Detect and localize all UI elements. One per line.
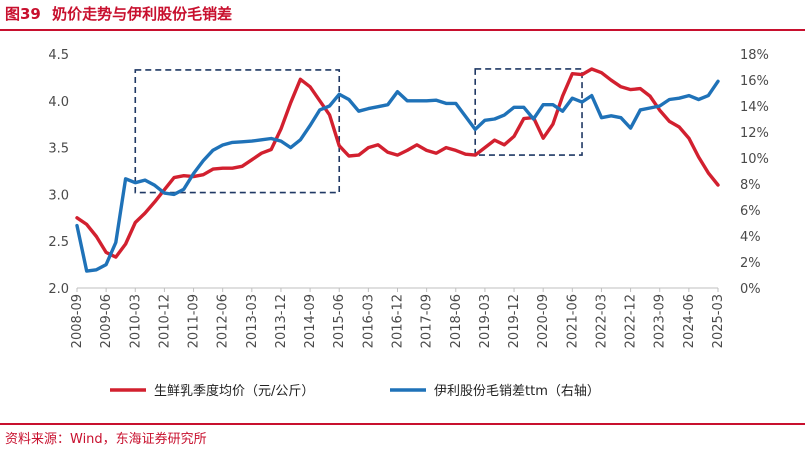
series-layer	[75, 67, 720, 273]
x-tick-label: 2010-12	[157, 294, 172, 348]
x-tick-label: 2024-06	[682, 294, 697, 348]
x-tick-label: 2012-06	[216, 294, 231, 348]
figure-number: 图39	[5, 5, 41, 23]
x-tick-label: 2020-09	[536, 294, 551, 348]
y-right-tick-label: 0%	[740, 282, 761, 297]
axes-layer: 2.0 2.5 3.0 3.5 4.0 4.5 0% 2% 4% 6% 8% 10% 12% 14% 16%…	[48, 48, 769, 348]
x-tick-label: 2022-03	[594, 294, 609, 348]
figure-title: 奶价走势与伊利股份毛销差	[52, 5, 233, 23]
x-tick-label: 2019-03	[478, 294, 493, 348]
annotation-layer	[134, 68, 583, 194]
chart-canvas: 2.0 2.5 3.0 3.5 4.0 4.5 0% 2% 4% 6% 8% 10% 12% 14% 16%…	[48, 48, 769, 399]
y-right-tick-label: 10%	[740, 152, 769, 167]
y-right-tick-label: 12%	[740, 126, 769, 141]
y-left-tick-label: 3.5	[48, 142, 69, 157]
x-tick-label: 2025-03	[711, 294, 726, 348]
x-tick-label: 2008-09	[70, 294, 85, 348]
x-tick-label: 2011-09	[187, 294, 202, 348]
milk-price-line	[75, 67, 720, 259]
y-left-tick-label: 4.5	[48, 48, 69, 63]
x-tick-label: 2021-06	[565, 294, 580, 348]
top-rule	[0, 29, 805, 31]
y-left-tick-label: 2.5	[48, 235, 69, 250]
x-tick-label: 2023-09	[653, 294, 668, 348]
x-tick-label: 2017-09	[420, 294, 435, 348]
y-right-tick-label: 16%	[740, 74, 769, 89]
dashed-highlight-box-2	[474, 68, 583, 156]
x-tick-label: 2013-03	[245, 294, 260, 348]
y-right-tick-label: 18%	[740, 48, 769, 63]
x-tick-label: 2019-12	[507, 294, 522, 348]
chart-title: 图39 奶价走势与伊利股份毛销差	[5, 3, 232, 24]
gross-margin-line	[75, 79, 720, 273]
legend: 生鲜乳季度均价（元/公斤） 伊利股份毛销差ttm（右轴）	[110, 383, 600, 399]
dashed-highlight-box-1	[134, 69, 341, 194]
x-tick-label: 2018-06	[449, 294, 464, 348]
x-tick-label: 2014-09	[303, 294, 318, 348]
bottom-rule	[0, 423, 805, 425]
y-left-tick-label: 4.0	[48, 95, 69, 110]
x-tick-label: 2022-12	[624, 294, 639, 348]
y-left-tick-label: 2.0	[48, 282, 69, 297]
x-tick-label: 2010-03	[128, 294, 143, 348]
y-right-tick-label: 14%	[740, 100, 769, 115]
y-right-tick-label: 6%	[740, 204, 761, 219]
y-right-tick-label: 2%	[740, 256, 761, 271]
y-right-tick-label: 4%	[740, 230, 761, 245]
legend-label-milk-price: 生鲜乳季度均价（元/公斤）	[154, 383, 314, 399]
x-tick-label: 2016-03	[361, 294, 376, 348]
x-tick-label: 2009-06	[99, 294, 114, 348]
x-tick-label: 2013-12	[274, 294, 289, 348]
x-tick-label: 2015-06	[332, 294, 347, 348]
y-left-tick-label: 3.0	[48, 188, 69, 203]
y-right-tick-label: 8%	[740, 178, 761, 193]
x-tick-label: 2016-12	[391, 294, 406, 348]
source-note: 资料来源：Wind，东海证券研究所	[5, 432, 207, 447]
legend-label-gross-margin: 伊利股份毛销差ttm（右轴）	[434, 384, 600, 399]
